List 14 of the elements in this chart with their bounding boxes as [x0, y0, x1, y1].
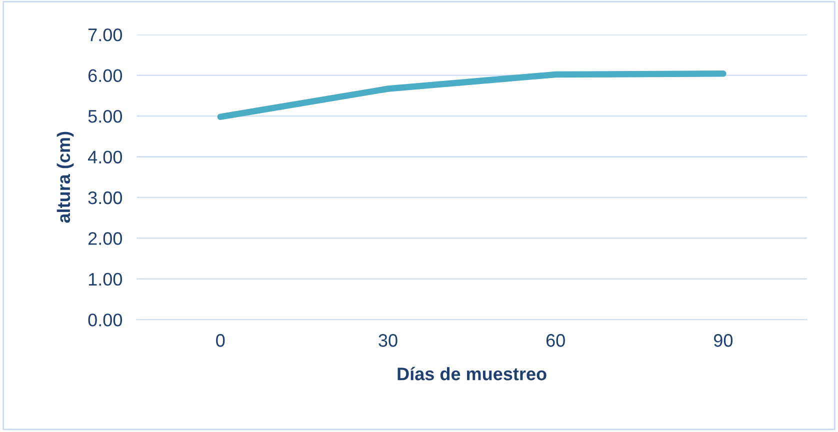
x-tick-label: 30	[378, 334, 398, 347]
y-axis-title: altura (cm)	[56, 132, 74, 223]
x-tick-label: 60	[546, 334, 565, 347]
y-tick-label: 3.00	[88, 191, 122, 204]
y-tick-label: 0.00	[88, 314, 122, 326]
x-tick-label: 0	[216, 334, 225, 347]
y-tick-label: 1.00	[88, 272, 122, 286]
x-tick-label: 90	[714, 334, 733, 347]
y-tick-label: 7.00	[88, 28, 122, 42]
y-tick-label: 5.00	[88, 110, 122, 123]
y-tick-label: 6.00	[88, 69, 122, 82]
y-tick-label: 4.00	[88, 150, 122, 164]
x-axis-title: Días de muestreo	[398, 366, 546, 380]
y-tick-label: 2.00	[88, 232, 122, 245]
